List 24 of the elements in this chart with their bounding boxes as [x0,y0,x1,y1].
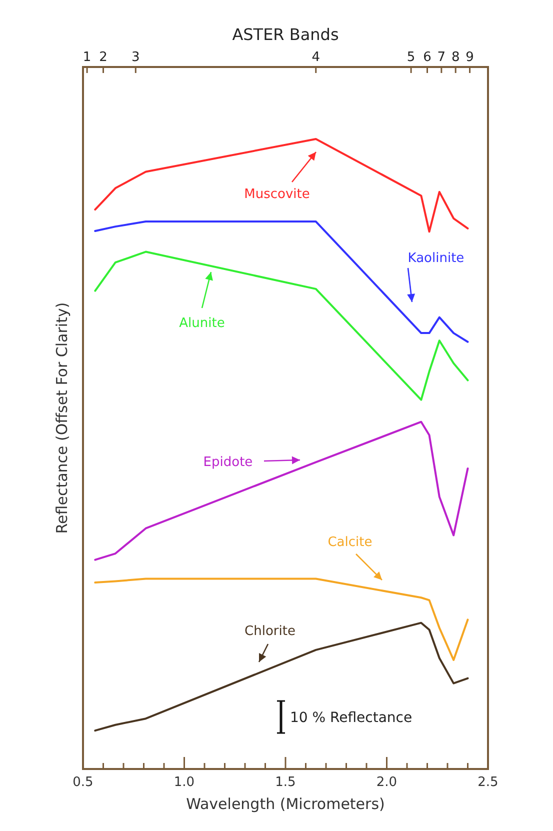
x-tick-label: 2.0 [376,775,398,790]
y-axis-title: Reflectance (Offset For Clarity) [53,302,71,534]
x-tick-label: 0.5 [72,775,94,790]
x-tick-label: 1.5 [275,775,296,790]
text: 4 [312,50,320,65]
x-axis-title: Wavelength (Micrometers) [186,795,385,813]
text: 3 [132,50,140,65]
x-tick-label: 2.5 [478,775,498,790]
text: 9 [466,50,474,65]
text: 7 [437,50,446,65]
x-tick-label: 1.0 [174,775,195,790]
text: Kaolinite [408,251,464,266]
text: 1 [82,50,92,65]
text: 6 [423,50,432,65]
annotation: 10 % Reflectance [290,710,412,726]
text: Calcite [328,535,372,550]
legend-label: Epidote [203,455,253,470]
text: 2 [99,50,108,65]
text: Muscovite [244,187,310,202]
x2-axis-title: ASTER Bands [232,25,339,44]
text: 8 [451,50,460,65]
series-label: Chlorite [244,624,296,639]
text: Alunite [179,316,225,331]
text: 5 [406,50,416,65]
